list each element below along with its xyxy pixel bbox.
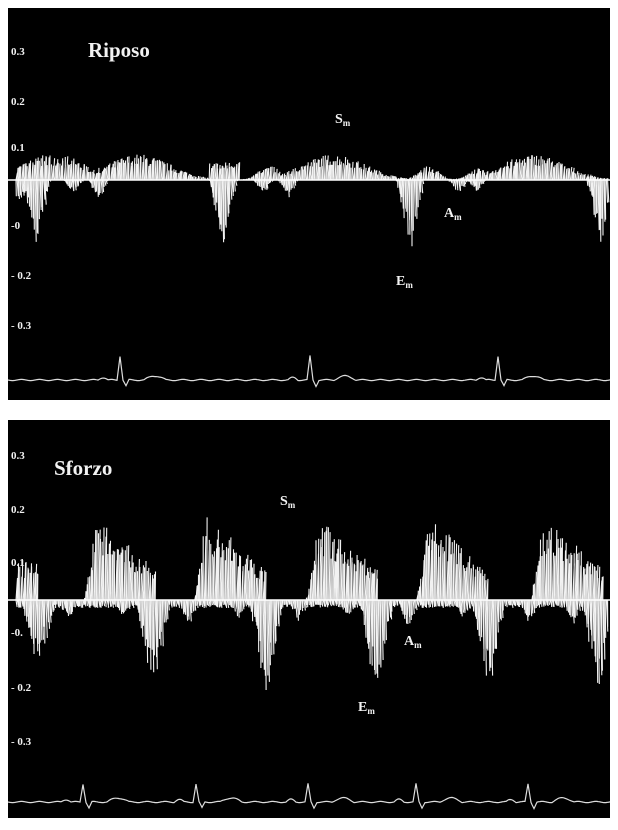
tick-neg-0-1: -0. bbox=[11, 627, 23, 639]
ecg-trace bbox=[8, 783, 610, 810]
tick-0-1: 0.1 bbox=[11, 557, 25, 569]
tick-0-1: 0.1 bbox=[11, 142, 25, 154]
doppler-spectrum bbox=[15, 154, 610, 247]
label-em-exercise: Em bbox=[358, 700, 375, 716]
doppler-spectrum bbox=[15, 517, 609, 691]
tick-neg-0-3: - 0.3 bbox=[11, 736, 32, 748]
tick-0-3: 0.3 bbox=[11, 46, 25, 58]
doppler-panel-exercise: 0.3 0.2 0.1 -0. - 0.2 - 0.3 Sforzo Sm Am… bbox=[8, 420, 610, 818]
label-am-exercise: Am bbox=[404, 634, 422, 650]
ecg-trace bbox=[8, 355, 610, 388]
tick-neg-0-3: - 0.3 bbox=[11, 320, 32, 332]
tick-neg-0-1: -0 bbox=[11, 220, 21, 232]
panel-title-exercise: Sforzo bbox=[54, 456, 113, 480]
doppler-panel-rest: 0.3 0.2 0.1 -0 - 0.2 - 0.3 Riposo Sm Am … bbox=[8, 8, 610, 400]
label-sm-exercise: Sm bbox=[280, 494, 296, 510]
tissue-doppler-trace-exercise bbox=[8, 517, 610, 810]
tick-0-2: 0.2 bbox=[11, 96, 25, 108]
label-em-rest: Em bbox=[396, 274, 413, 290]
label-sm-rest: Sm bbox=[335, 112, 351, 128]
panel-title-rest: Riposo bbox=[88, 38, 150, 62]
tissue-doppler-trace-rest bbox=[8, 154, 610, 388]
label-am-rest: Am bbox=[444, 206, 462, 222]
tick-neg-0-2: - 0.2 bbox=[11, 682, 32, 694]
tick-0-3: 0.3 bbox=[11, 450, 25, 462]
tick-0-2: 0.2 bbox=[11, 504, 25, 516]
tick-neg-0-2: - 0.2 bbox=[11, 270, 32, 282]
